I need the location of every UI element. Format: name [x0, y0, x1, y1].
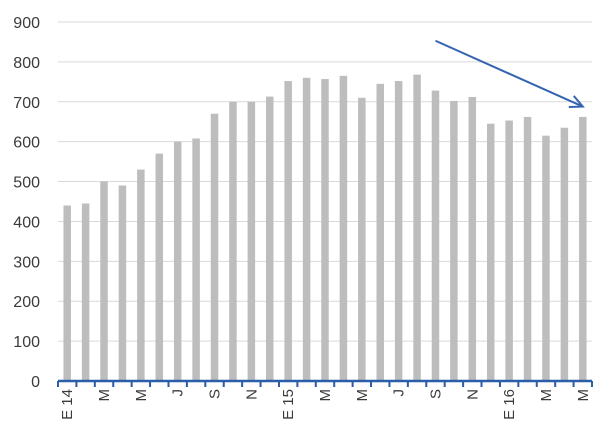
- y-tick-labels: 0 100 200 300 400 500 600 700 800 900: [13, 15, 40, 391]
- bar: [118, 185, 127, 381]
- x-tick-label: M: [133, 389, 150, 402]
- y-tick-label: 300: [13, 254, 40, 271]
- x-tick-label: E 15: [280, 389, 297, 420]
- y-tick-label: 600: [13, 135, 40, 152]
- bar: [431, 90, 440, 381]
- x-tick-label: S: [207, 389, 224, 399]
- x-axis: [57, 379, 593, 387]
- bar: [560, 127, 569, 381]
- y-tick-label: 500: [13, 175, 40, 192]
- y-tick-label: 800: [13, 55, 40, 72]
- bar: [468, 96, 477, 381]
- bar: [542, 135, 550, 381]
- bar: [505, 120, 513, 381]
- x-tick-label: S: [427, 389, 444, 399]
- bar: [284, 81, 292, 381]
- x-tick-label: E 16: [501, 389, 518, 420]
- bar: [229, 101, 237, 382]
- bar: [247, 101, 256, 382]
- trend-arrow-line: [435, 39, 584, 108]
- bar: [266, 96, 274, 381]
- y-tick-label: 900: [13, 15, 40, 32]
- x-tick-label: M: [575, 389, 592, 402]
- bars: [63, 74, 587, 382]
- y-tick-label: 700: [13, 95, 40, 112]
- y-tick-label: 0: [31, 374, 40, 391]
- bar: [394, 81, 403, 381]
- bar: [100, 181, 108, 381]
- bar: [486, 123, 495, 381]
- bar: [137, 169, 145, 381]
- x-tick-label: E 14: [59, 389, 76, 420]
- bar: [210, 113, 219, 381]
- x-tick-label: M: [538, 389, 555, 402]
- bar: [358, 97, 366, 382]
- y-tick-label: 400: [13, 214, 40, 231]
- x-tick-labels: E 14 M M J S N E 15 M M J S N E 16 M M: [59, 389, 592, 420]
- y-tick-label: 100: [13, 334, 40, 351]
- bar: [302, 77, 311, 381]
- bar: [413, 74, 421, 382]
- bar: [339, 75, 348, 381]
- bar: [376, 83, 384, 382]
- bar: [155, 153, 164, 381]
- x-tick-label: M: [354, 389, 371, 402]
- x-tick-label: N: [464, 389, 481, 400]
- x-tick-label: M: [317, 389, 334, 402]
- bar: [450, 100, 458, 381]
- bar: [192, 138, 200, 381]
- bar: [173, 141, 182, 381]
- y-tick-label: 200: [13, 294, 40, 311]
- x-tick-label: J: [170, 389, 187, 397]
- x-tick-label: N: [243, 389, 260, 400]
- bar: [81, 203, 90, 381]
- x-tick-label: M: [96, 389, 113, 402]
- bar: [579, 116, 587, 382]
- bar: [523, 116, 532, 382]
- bar: [321, 79, 329, 382]
- x-tick-label: J: [391, 389, 408, 397]
- bar: [63, 205, 71, 381]
- annotations: [435, 39, 585, 108]
- trend-arrow-head: [568, 95, 585, 108]
